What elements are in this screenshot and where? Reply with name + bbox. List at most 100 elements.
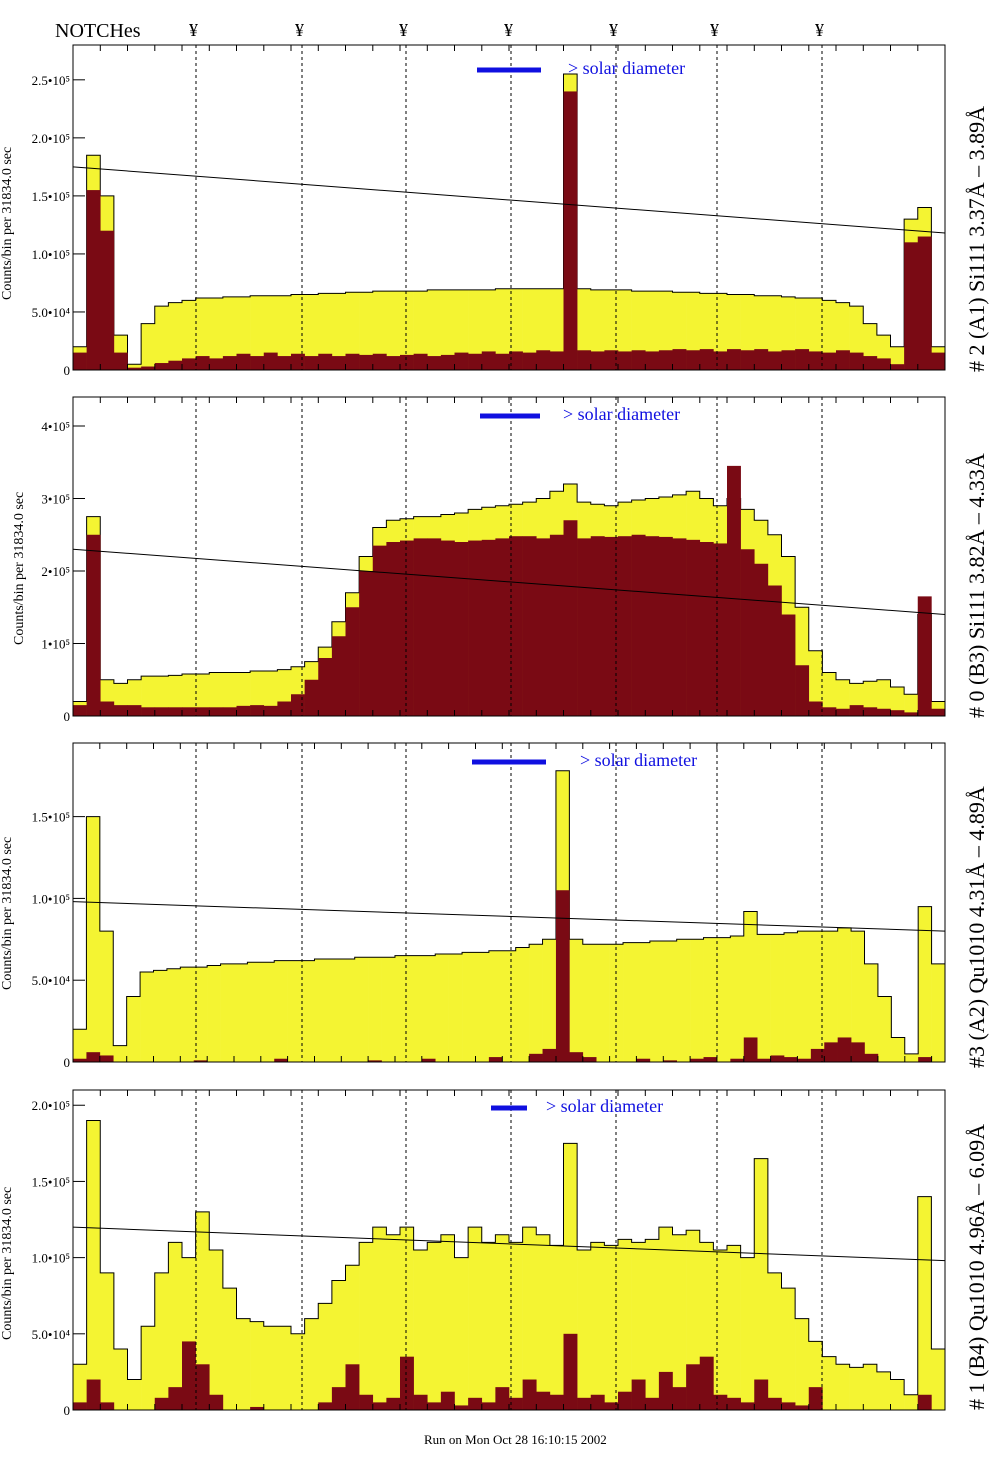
total-bar (126, 996, 141, 1062)
total-bar (168, 302, 183, 370)
sub-bar (822, 352, 837, 370)
sub-bar (154, 1397, 169, 1410)
sub-bar (304, 356, 319, 370)
total-bar (876, 679, 891, 716)
sub-bar (713, 543, 728, 716)
sub-bar (193, 1060, 208, 1062)
total-bar (890, 687, 905, 716)
total-bar (770, 934, 785, 1062)
sub-bar (590, 1394, 605, 1410)
total-bar (287, 960, 302, 1062)
total-bar (372, 1227, 387, 1410)
total-bar (318, 293, 333, 370)
total-bar (649, 940, 664, 1062)
sub-bar (618, 536, 632, 716)
sub-bar (917, 1394, 932, 1410)
total-bar (209, 672, 224, 716)
total-bar (529, 944, 543, 1062)
sub-bar (795, 1405, 810, 1410)
total-bar (180, 967, 195, 1062)
notch-symbol-5: ¥ (609, 20, 618, 40)
total-bar (421, 955, 436, 1062)
total-bar (509, 1242, 523, 1410)
total-bar (209, 298, 224, 370)
sub-bar (127, 367, 142, 370)
run-timestamp: Run on Mon Oct 28 16:10:15 2002 (424, 1432, 607, 1447)
sub-bar (209, 1394, 224, 1410)
total-bar (141, 1326, 156, 1410)
sub-bar (822, 707, 837, 716)
sub-bar (481, 1402, 496, 1410)
y-tick-label: 1•10⁵ (41, 637, 70, 652)
sub-bar (604, 536, 619, 716)
total-bar (236, 672, 251, 716)
sub-bar (781, 350, 796, 370)
total-bar (577, 1250, 592, 1410)
sub-bar (400, 354, 414, 370)
total-bar (645, 1239, 660, 1410)
sub-bar (168, 360, 183, 370)
total-bar (502, 950, 517, 1062)
sub-bar (99, 1055, 114, 1062)
total-bar (220, 963, 235, 1062)
sub-bar (743, 1037, 758, 1062)
total-bar (454, 289, 469, 370)
sub-bar (797, 1058, 812, 1062)
chart-panel-2: 0 1•10⁵ 2•10⁵ 3•10⁵ 4•10⁵ (41, 396, 946, 724)
sub-bar (100, 1402, 115, 1410)
total-bar (481, 1242, 496, 1410)
total-bar (727, 1245, 741, 1410)
sub-bar (386, 1397, 401, 1410)
sub-bar (727, 349, 741, 370)
total-bar (413, 1250, 428, 1410)
total-bar (209, 1250, 224, 1410)
total-bar (890, 346, 905, 370)
sub-bar (645, 1397, 660, 1410)
total-bar (468, 289, 483, 370)
solar-diameter-label-2: > solar diameter (563, 404, 681, 424)
y-tick-label: 1.0•10⁵ (32, 247, 70, 262)
y-tick-label: 2.0•10⁵ (32, 131, 70, 146)
sub-bar (73, 705, 87, 717)
sub-bar (808, 701, 823, 716)
panel-frame (72, 742, 946, 1063)
sub-bar (195, 356, 210, 370)
panel-label-3: #3 (A2) Qu1010 4.31Å – 4.89Å (964, 786, 989, 1068)
sub-bar (686, 350, 701, 370)
total-bar (263, 671, 278, 716)
sub-bar (222, 707, 237, 716)
sub-bar (836, 350, 850, 370)
y-tick-label: 1.0•10⁵ (32, 1251, 70, 1266)
total-bar (413, 291, 428, 370)
sub-bar (509, 351, 523, 370)
sub-bar (440, 1391, 455, 1410)
sub-bar (917, 236, 932, 370)
sub-bar (291, 694, 305, 716)
y-tick-label: 0 (64, 709, 71, 724)
sub-bar (781, 614, 796, 716)
sub-bar (359, 354, 374, 370)
sub-bar (631, 534, 646, 716)
sub-bar (730, 1058, 745, 1062)
sub-bar (427, 1402, 442, 1410)
sub-bar (703, 1057, 718, 1062)
y-axis-label-1: Counts/bin per 31834.0 sec (0, 146, 15, 300)
total-bar (435, 954, 449, 1062)
sub-bar (250, 1406, 265, 1410)
y-tick-label: 2.5•10⁵ (32, 73, 70, 88)
sub-bar (454, 352, 469, 370)
sub-bar (658, 1371, 673, 1410)
total-bar (341, 958, 356, 1062)
total-bar (250, 1321, 265, 1410)
total-bar (247, 962, 262, 1062)
y-tick-label: 0 (64, 1403, 71, 1418)
total-outline (72, 483, 946, 716)
total-bar (904, 694, 919, 716)
total-bar (331, 1280, 346, 1410)
total-bar (849, 1367, 864, 1410)
sub-bar (767, 585, 782, 716)
sub-bar (359, 571, 374, 716)
sub-bar (495, 1387, 510, 1410)
sub-bar (549, 1394, 564, 1410)
total-bar (536, 288, 551, 370)
